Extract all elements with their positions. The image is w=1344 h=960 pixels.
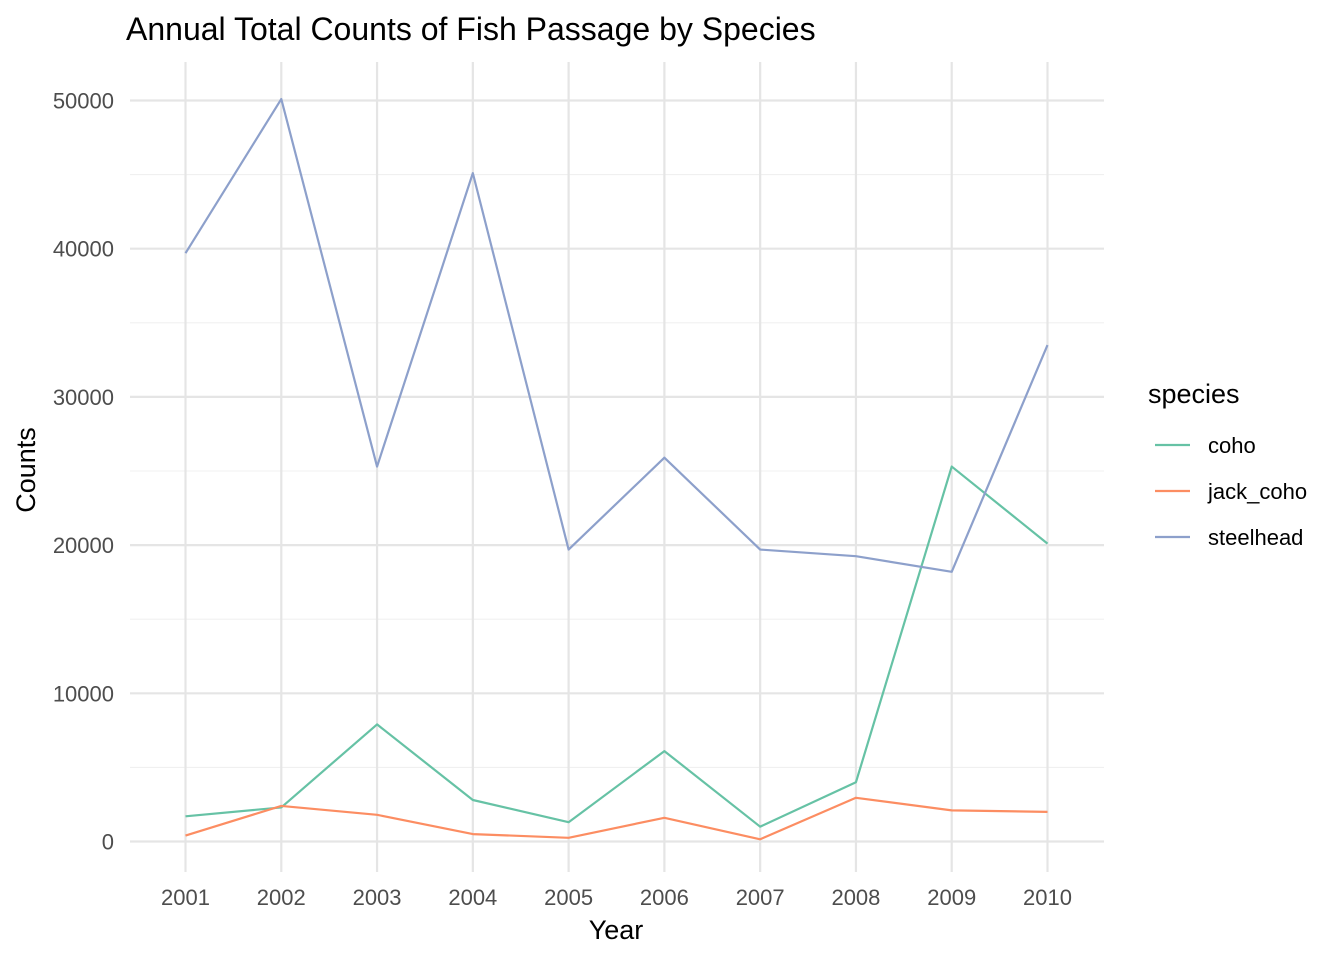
x-tick-label: 2002 xyxy=(257,885,306,910)
y-axis-title: Counts xyxy=(11,427,41,513)
y-tick-label: 20000 xyxy=(53,533,114,558)
y-tick-label: 50000 xyxy=(53,89,114,114)
legend-title: species xyxy=(1148,379,1240,409)
legend-item-steelhead: steelhead xyxy=(1155,525,1303,550)
y-tick-label: 30000 xyxy=(53,385,114,410)
y-axis-ticks: 0 10000 20000 30000 40000 50000 xyxy=(53,89,114,855)
series-line-coho xyxy=(185,465,1049,828)
x-tick-label: 2007 xyxy=(736,885,785,910)
legend-label: jack_coho xyxy=(1207,479,1307,504)
series-line-jack-coho xyxy=(185,796,1048,841)
x-tick-label: 2001 xyxy=(161,885,210,910)
legend: species coho jack_coho steelhead xyxy=(1148,379,1307,550)
y-tick-label: 10000 xyxy=(53,681,114,706)
y-tick-label: 0 xyxy=(102,830,114,855)
legend-item-coho: coho xyxy=(1155,433,1256,458)
x-tick-label: 2010 xyxy=(1023,885,1072,910)
chart-title: Annual Total Counts of Fish Passage by S… xyxy=(126,11,816,47)
y-tick-label: 40000 xyxy=(53,237,114,262)
legend-item-jack-coho: jack_coho xyxy=(1155,479,1307,504)
x-tick-label: 2004 xyxy=(448,885,497,910)
x-tick-label: 2003 xyxy=(353,885,402,910)
x-tick-label: 2009 xyxy=(927,885,976,910)
legend-label: coho xyxy=(1208,433,1256,458)
grid xyxy=(130,62,1104,872)
x-tick-label: 2005 xyxy=(544,885,593,910)
series-lines xyxy=(184,97,1049,841)
x-tick-label: 2006 xyxy=(640,885,689,910)
x-tick-label: 2008 xyxy=(831,885,880,910)
x-axis-title: Year xyxy=(589,915,644,945)
series-line-steelhead xyxy=(184,97,1049,573)
x-axis-ticks: 2001 2002 2003 2004 2005 2006 2007 2008 2009 2010 xyxy=(161,885,1072,910)
legend-label: steelhead xyxy=(1208,525,1303,550)
